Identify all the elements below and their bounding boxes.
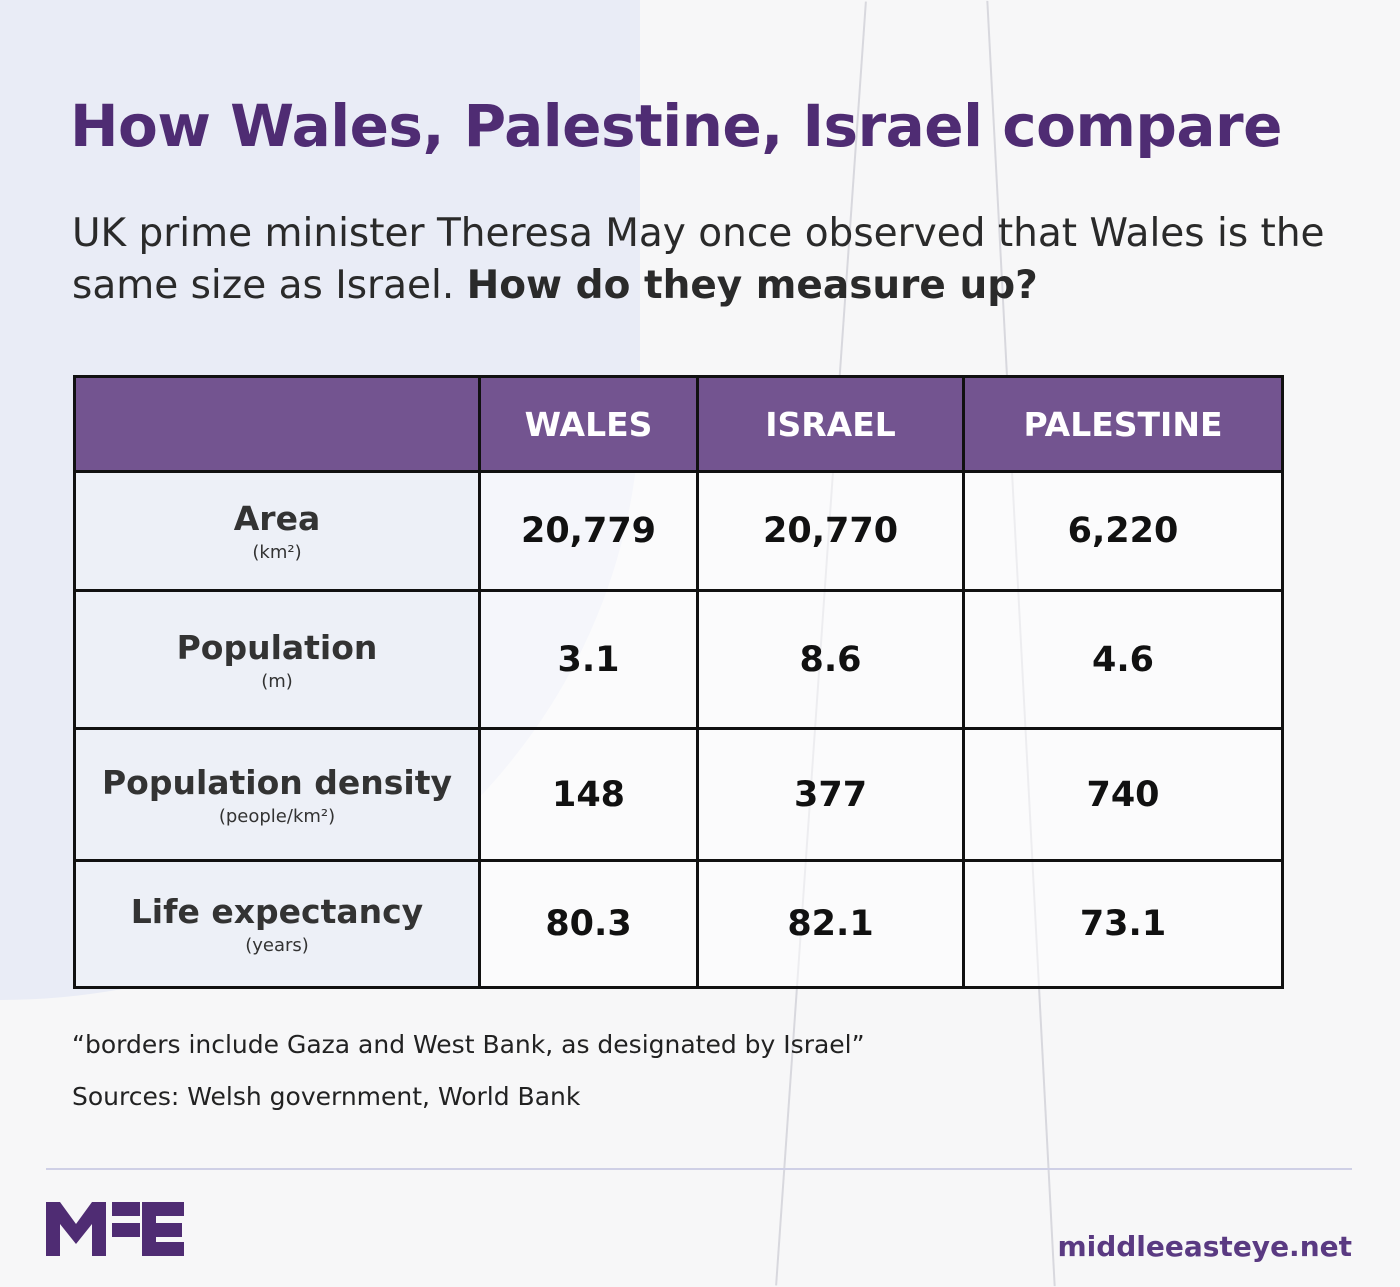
table-cell: 8.6 bbox=[696, 589, 966, 730]
row-label-text: Population density bbox=[101, 762, 453, 802]
table-cell: 20,770 bbox=[696, 470, 966, 592]
row-unit: (years) bbox=[245, 935, 309, 956]
table-row: Population density (people/km²) 148 377 7… bbox=[73, 727, 1284, 862]
page-title: How Wales, Palestine, Israel compare bbox=[70, 92, 1282, 160]
table-cell: 740 bbox=[962, 727, 1284, 862]
table-header-row: WALES ISRAEL PALESTINE bbox=[73, 375, 1284, 473]
table-row: Population (m) 3.1 8.6 4.6 bbox=[73, 589, 1284, 730]
mee-logo bbox=[46, 1202, 184, 1256]
row-label-text: Area bbox=[233, 499, 321, 538]
table-cell: 148 bbox=[477, 727, 700, 862]
row-label: Population density (people/km²) bbox=[73, 727, 481, 862]
row-label: Population (m) bbox=[73, 589, 481, 730]
column-header: ISRAEL bbox=[696, 375, 966, 473]
footnote: “borders include Gaza and West Bank, as … bbox=[72, 1030, 865, 1059]
row-label: Area (km²) bbox=[73, 470, 481, 592]
table-cell: 82.1 bbox=[696, 859, 966, 989]
table-cell: 4.6 bbox=[962, 589, 1284, 730]
table-cell: 73.1 bbox=[962, 859, 1284, 989]
row-unit: (m) bbox=[261, 670, 293, 692]
row-label: Life expectancy (years) bbox=[73, 859, 481, 989]
table-cell: 377 bbox=[696, 727, 966, 862]
subtitle-text: UK prime minister Theresa May once obser… bbox=[72, 211, 1325, 308]
table-cell: 20,779 bbox=[477, 470, 700, 592]
table-row: Life expectancy (years) 80.3 82.1 73.1 bbox=[73, 859, 1284, 989]
row-label-text: Life expectancy bbox=[130, 892, 424, 931]
table-cell: 80.3 bbox=[477, 859, 700, 989]
row-unit: (people/km²) bbox=[218, 805, 336, 827]
header-empty bbox=[73, 375, 481, 473]
divider bbox=[46, 1168, 1352, 1170]
row-label-text: Population bbox=[176, 627, 378, 667]
comparison-table: WALES ISRAEL PALESTINE Area (km²) 20,779 … bbox=[73, 375, 1284, 989]
table-cell: 3.1 bbox=[477, 589, 700, 730]
column-header: PALESTINE bbox=[962, 375, 1284, 473]
subtitle: UK prime minister Theresa May once obser… bbox=[72, 208, 1332, 312]
table-cell: 6,220 bbox=[962, 470, 1284, 592]
table-row: Area (km²) 20,779 20,770 6,220 bbox=[73, 470, 1284, 592]
site-url: middleeasteye.net bbox=[1057, 1230, 1352, 1263]
row-unit: (km²) bbox=[252, 542, 302, 563]
sources: Sources: Welsh government, World Bank bbox=[72, 1082, 581, 1111]
column-header: WALES bbox=[477, 375, 700, 473]
subtitle-question: How do they measure up? bbox=[466, 263, 1038, 308]
